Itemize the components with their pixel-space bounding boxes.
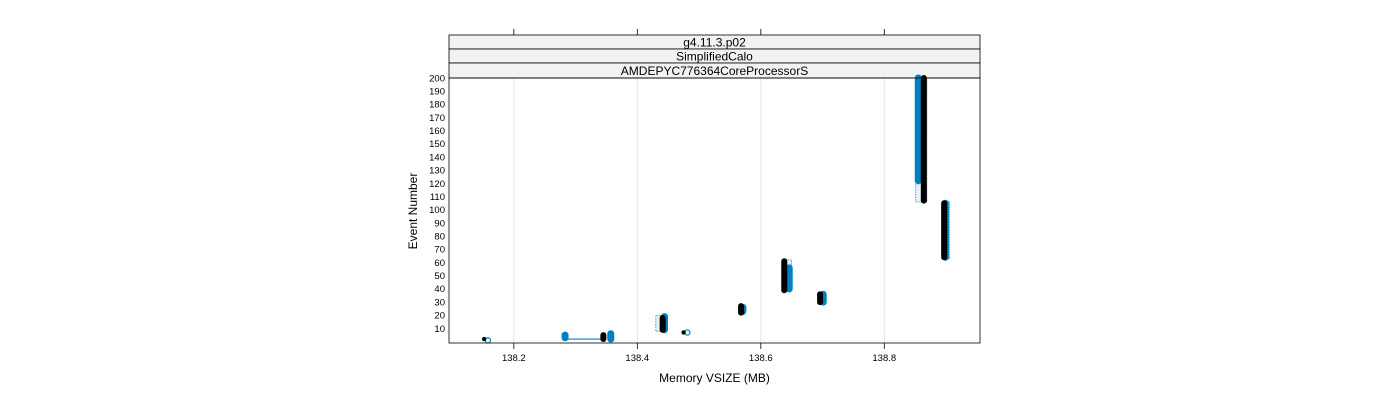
y-tick-label: 120	[429, 179, 445, 190]
strip-3: AMDEPYC776364CoreProcessorS	[448, 62, 981, 79]
y-tick-label: 70	[434, 245, 445, 256]
strip-3-label: AMDEPYC776364CoreProcessorS	[621, 64, 808, 78]
x-tick-label: 138.4	[625, 353, 649, 364]
y-tick-label: 90	[434, 218, 445, 229]
x-tick-label: 138.6	[749, 353, 773, 364]
y-tick-label: 20	[434, 311, 445, 322]
data-segments	[481, 74, 949, 344]
plot-panel-frame	[448, 77, 981, 344]
y-tick-label: 140	[429, 152, 445, 163]
x-tick-label: 138.8	[872, 353, 896, 364]
range-boxes	[486, 77, 951, 343]
vertical-gridlines	[513, 78, 885, 343]
y-tick-label: 200	[429, 73, 445, 84]
top-tick-marks	[513, 29, 885, 35]
y-tick-label: 130	[429, 166, 445, 177]
y-axis: 10 20 30 40 50 60 70 80 90 100 110 120 130 140 150 160 1…	[429, 73, 445, 334]
data-point	[681, 330, 686, 335]
y-tick-label: 110	[430, 192, 445, 203]
y-tick-label: 40	[434, 284, 445, 295]
y-tick-label: 170	[429, 113, 445, 124]
x-axis-title: Memory VSIZE (MB)	[659, 371, 770, 385]
data-point	[481, 336, 487, 342]
y-tick-label: 180	[429, 100, 445, 111]
y-tick-label: 80	[434, 232, 445, 243]
x-axis: 138.2 138.4 138.6 138.8	[502, 343, 896, 364]
y-tick-label: 150	[429, 139, 445, 150]
y-axis-title: Event Number	[406, 173, 420, 250]
strip-2-label: SimplifiedCalo	[676, 50, 753, 64]
y-tick-label: 160	[429, 126, 445, 137]
strip-2: SimplifiedCalo	[448, 48, 981, 64]
y-tick-label: 100	[429, 205, 445, 216]
y-tick-label: 60	[434, 258, 445, 269]
y-tick-label: 30	[434, 297, 445, 308]
strip-1-label: g4.11.3.p02	[683, 36, 746, 50]
y-tick-label: 10	[434, 324, 445, 335]
y-tick-label: 190	[429, 86, 445, 97]
y-tick-label: 50	[434, 271, 445, 282]
strip-1: g4.11.3.p02	[448, 34, 981, 50]
x-tick-label: 138.2	[502, 353, 526, 364]
